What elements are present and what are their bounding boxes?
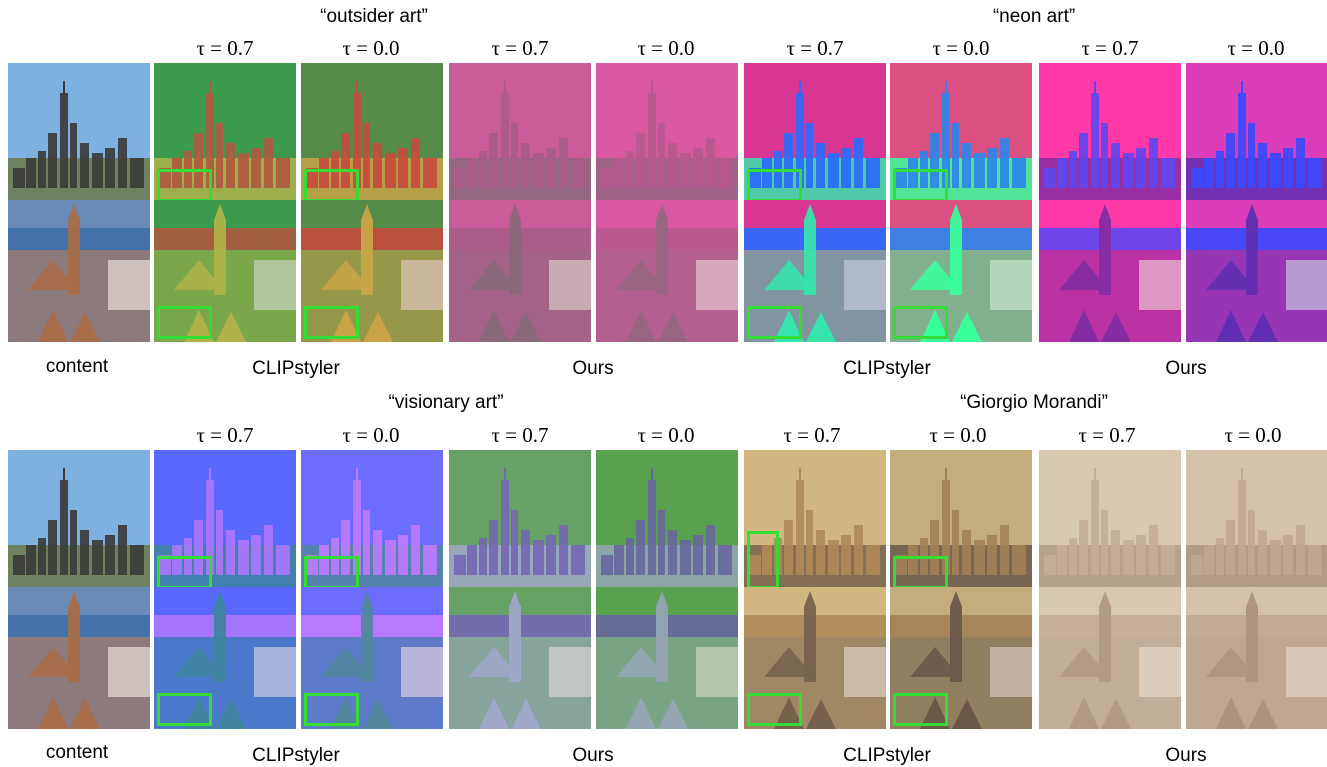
- tau-label: τ = 0.0: [342, 36, 400, 60]
- clipstyler-result: [154, 200, 296, 342]
- clipstyler-result: [744, 450, 886, 592]
- ours-result: [1039, 587, 1181, 729]
- ours-result: [1039, 63, 1181, 205]
- clipstyler-result: [154, 450, 296, 592]
- column-caption: CLIPstyler: [252, 745, 340, 766]
- zoom-inset-box: [747, 169, 802, 202]
- column-caption: Ours: [1165, 358, 1207, 379]
- zoom-inset-box: [304, 169, 359, 202]
- zoom-inset-box: [893, 693, 948, 726]
- ours-result: [1186, 450, 1327, 592]
- content-image: [8, 587, 150, 729]
- ours-result: [449, 63, 591, 205]
- column-caption: content: [45, 356, 109, 377]
- tau-label: τ = 0.0: [929, 423, 987, 447]
- column-caption: Ours: [572, 358, 614, 379]
- tau-label: τ = 0.7: [491, 36, 549, 60]
- ours-result: [1186, 200, 1327, 342]
- tau-label: τ = 0.7: [786, 36, 844, 60]
- ours-result: [449, 200, 591, 342]
- zoom-inset-box: [157, 169, 212, 202]
- clipstyler-result: [890, 63, 1032, 205]
- zoom-inset-box: [747, 693, 802, 726]
- zoom-inset-box: [157, 556, 212, 589]
- tau-label: τ = 0.0: [932, 36, 990, 60]
- prompt-label: “outsider art”: [320, 6, 428, 27]
- prompt-label: “visionary art”: [388, 392, 504, 413]
- column-caption: content: [45, 742, 109, 763]
- zoom-inset-box: [893, 306, 948, 339]
- content-image: [8, 450, 150, 592]
- tau-label: τ = 0.0: [342, 423, 400, 447]
- column-caption: CLIPstyler: [843, 745, 931, 766]
- clipstyler-result: [890, 450, 1032, 592]
- clipstyler-result: [154, 63, 296, 205]
- zoom-inset-box: [157, 693, 212, 726]
- tau-label: τ = 0.7: [1078, 423, 1136, 447]
- zoom-inset-box: [304, 306, 359, 339]
- ours-result: [596, 587, 738, 729]
- clipstyler-result: [301, 587, 443, 729]
- clipstyler-result: [744, 587, 886, 729]
- prompt-label: “Giorgio Morandi”: [960, 392, 1108, 413]
- zoom-inset-box: [747, 531, 779, 589]
- column-caption: CLIPstyler: [252, 358, 340, 379]
- zoom-inset-box: [304, 693, 359, 726]
- clipstyler-result: [890, 200, 1032, 342]
- ours-result: [596, 450, 738, 592]
- ours-result: [449, 450, 591, 592]
- ours-result: [1039, 200, 1181, 342]
- ours-result: [596, 63, 738, 205]
- column-caption: Ours: [1165, 745, 1207, 766]
- zoom-inset-box: [157, 306, 212, 339]
- tau-label: τ = 0.7: [491, 423, 549, 447]
- ours-result: [1039, 450, 1181, 592]
- zoom-inset-box: [747, 306, 802, 339]
- tau-label: τ = 0.0: [1224, 423, 1282, 447]
- zoom-inset-box: [304, 556, 359, 589]
- content-image: [8, 200, 150, 342]
- ours-result: [449, 587, 591, 729]
- prompt-label: “neon art”: [992, 6, 1076, 27]
- ours-result: [1186, 587, 1327, 729]
- clipstyler-result: [744, 63, 886, 205]
- clipstyler-result: [744, 200, 886, 342]
- column-caption: CLIPstyler: [843, 358, 931, 379]
- ours-result: [596, 200, 738, 342]
- clipstyler-result: [154, 587, 296, 729]
- tau-label: τ = 0.7: [1081, 36, 1139, 60]
- tau-label: τ = 0.7: [783, 423, 841, 447]
- tau-label: τ = 0.0: [637, 423, 695, 447]
- column-caption: Ours: [572, 745, 614, 766]
- clipstyler-result: [890, 587, 1032, 729]
- tau-label: τ = 0.7: [196, 36, 254, 60]
- tau-label: τ = 0.0: [637, 36, 695, 60]
- clipstyler-result: [301, 200, 443, 342]
- zoom-inset-box: [893, 169, 948, 202]
- clipstyler-result: [301, 450, 443, 592]
- clipstyler-result: [301, 63, 443, 205]
- ours-result: [1186, 63, 1327, 205]
- tau-label: τ = 0.7: [196, 423, 254, 447]
- content-image: [8, 63, 150, 205]
- zoom-inset-box: [893, 556, 948, 589]
- tau-label: τ = 0.0: [1227, 36, 1285, 60]
